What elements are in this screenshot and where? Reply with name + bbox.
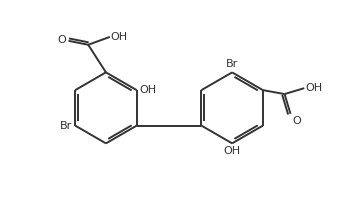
Text: OH: OH <box>140 85 157 95</box>
Text: Br: Br <box>60 121 72 131</box>
Text: O: O <box>292 116 301 126</box>
Text: OH: OH <box>305 83 322 93</box>
Text: Br: Br <box>226 59 238 69</box>
Text: OH: OH <box>224 146 241 156</box>
Text: O: O <box>58 35 66 45</box>
Text: OH: OH <box>111 32 128 42</box>
